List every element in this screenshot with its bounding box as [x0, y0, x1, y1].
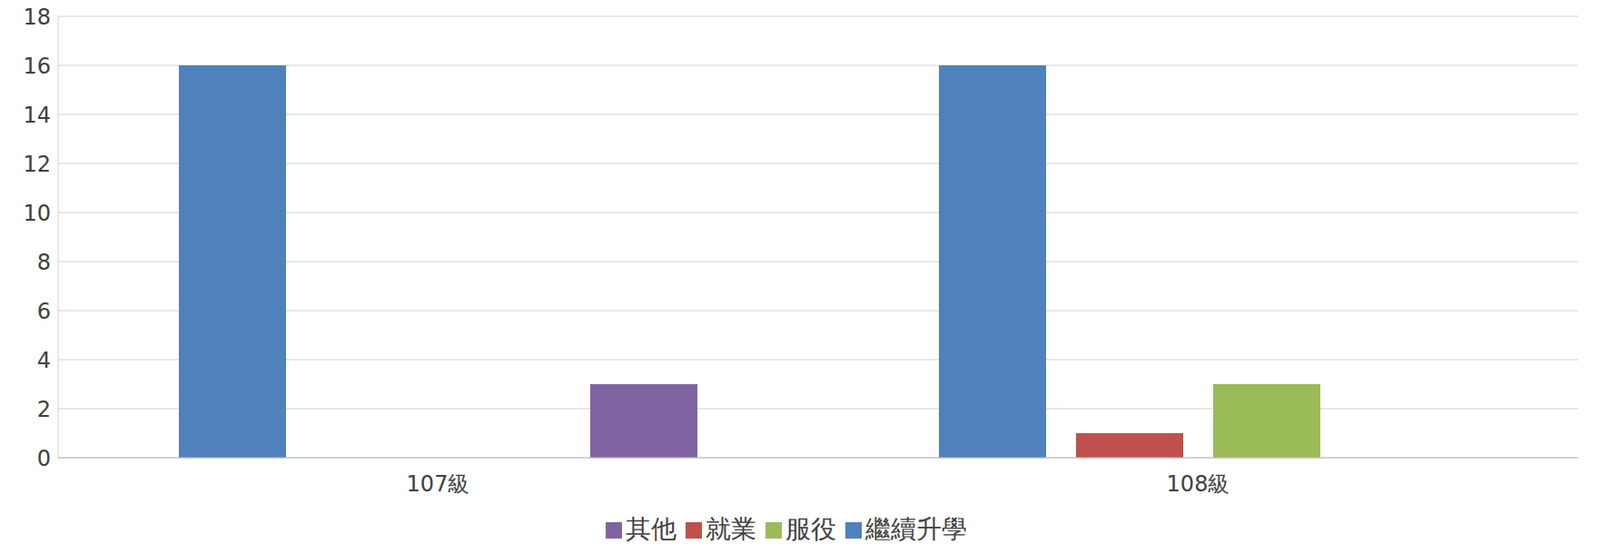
svg-text:18: 18: [22, 4, 51, 30]
svg-text:14: 14: [22, 102, 51, 129]
html-text:就業: 就業: [705, 513, 757, 544]
svg-text:108級: 108級: [1166, 471, 1231, 497]
svg-text:2: 2: [37, 396, 51, 423]
svg-text:4: 4: [37, 347, 51, 374]
svg-text:16: 16: [22, 53, 51, 80]
html-text:其他: 其他: [625, 513, 677, 544]
svg-text:107級: 107級: [406, 471, 471, 497]
svg-text:12: 12: [22, 151, 51, 178]
html-text:服役: 服役: [785, 513, 837, 544]
svg-text:0: 0: [37, 445, 51, 472]
html-text:繼續升學: 繼續升學: [865, 513, 968, 544]
svg-text:6: 6: [37, 298, 51, 325]
svg-text:8: 8: [37, 249, 51, 276]
svg-text:10: 10: [22, 200, 51, 227]
